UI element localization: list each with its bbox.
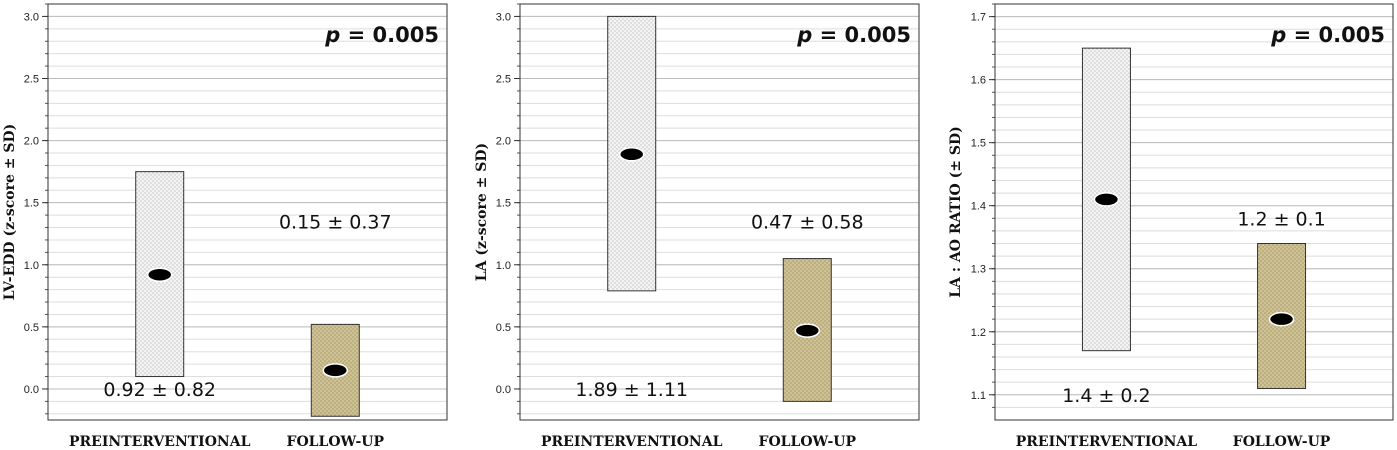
- y-axis-label: LV-EDD (z-score ± SD): [2, 124, 18, 300]
- y-tick-label: 1.6: [971, 75, 986, 87]
- y-axis-label: LA : AO RATIO (± SD): [948, 126, 964, 297]
- chart-panel-3: 1.1 1.2 1.3 1.4 1.5 1.6 1.7 LA : AO RATIO (± SD…: [948, 3, 1394, 450]
- data-label: 1.2 ± 0.1: [1237, 208, 1325, 230]
- y-tick-label: 1.0: [496, 260, 511, 272]
- data-label: 0.47 ± 0.58: [751, 211, 864, 233]
- y-tick-label: 1.5: [971, 138, 986, 150]
- y-tick-label: 1.4: [971, 201, 986, 213]
- category-label: FOLLOW-UP: [1233, 434, 1331, 450]
- mean-marker: [1093, 192, 1120, 207]
- chart-panel-2: 0.0 0.5 1.0 1.5 2.0 2.5 3.0 LA (z-score ± SD) p …: [474, 3, 920, 450]
- y-tick-label: 1.7: [971, 12, 986, 24]
- mean-marker: [322, 363, 349, 378]
- category-label: PREINTERVENTIONAL: [69, 434, 251, 450]
- plot-frame: [519, 3, 920, 421]
- y-tick-label: 1.1: [971, 390, 986, 402]
- y-tick-label: 2.0: [496, 136, 511, 148]
- y-tick-label: 3.0: [24, 11, 39, 23]
- plot-frame: [994, 3, 1394, 421]
- y-tick-label: 2.5: [24, 74, 39, 86]
- data-label: 0.92 ± 0.82: [103, 379, 216, 401]
- p-value-annotation: p = 0.005: [796, 23, 911, 47]
- mean-marker: [794, 323, 821, 338]
- chart-panel-1: 0.0 0.5 1.0 1.5 2.0 2.5 3.0 LV-EDD (z-score ± S…: [2, 3, 448, 450]
- y-tick-label: 1.0: [24, 260, 39, 272]
- mean-marker: [618, 147, 645, 162]
- y-tick-label: 0.5: [496, 322, 511, 334]
- y-tick-label: 1.3: [971, 264, 986, 276]
- y-axis-label: LA (z-score ± SD): [474, 143, 490, 281]
- data-label: 1.89 ± 1.11: [575, 379, 688, 401]
- data-label: 0.15 ± 0.37: [279, 211, 392, 233]
- category-label: FOLLOW-UP: [759, 434, 857, 450]
- category-label: PREINTERVENTIONAL: [1016, 434, 1198, 450]
- plot-frame: [47, 3, 448, 421]
- y-tick-label: 2.5: [496, 74, 511, 86]
- y-tick-label: 1.5: [24, 198, 39, 210]
- p-value-annotation: p = 0.005: [324, 23, 439, 47]
- y-tick-label: 0.5: [24, 322, 39, 334]
- y-tick-label: 3.0: [496, 11, 511, 23]
- y-tick-label: 2.0: [24, 136, 39, 148]
- category-label: PREINTERVENTIONAL: [541, 434, 723, 450]
- data-label: 1.4 ± 0.2: [1062, 385, 1150, 407]
- mean-marker: [1268, 311, 1295, 327]
- p-value-annotation: p = 0.005: [1270, 23, 1385, 47]
- y-tick-label: 1.2: [971, 327, 986, 339]
- y-tick-label: 1.5: [496, 198, 511, 210]
- y-tick-label: 0.0: [496, 384, 511, 396]
- y-tick-label: 0.0: [24, 384, 39, 396]
- category-label: FOLLOW-UP: [287, 434, 385, 450]
- mean-marker: [146, 267, 173, 282]
